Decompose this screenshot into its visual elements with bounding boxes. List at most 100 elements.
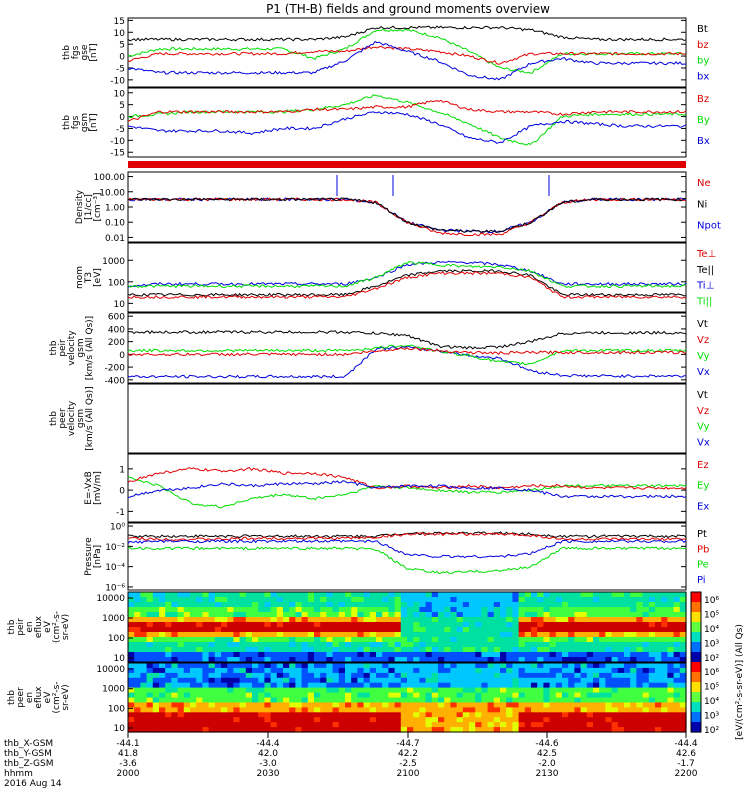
spec-cell [146,692,154,699]
spec-cell [196,707,203,713]
spec-cell [673,702,681,708]
spec-cell [568,682,575,689]
spec-cell [202,602,210,608]
spec-cell [376,667,383,674]
spec-cell [438,622,445,628]
spec-cell [524,712,532,718]
y-axis-label: peir [58,339,68,357]
spec-cell [363,707,371,713]
spec-cell [419,627,427,633]
spec-cell [146,602,154,608]
spec-cell [190,677,197,684]
spec-cell [245,682,253,689]
spec-cell [475,697,482,703]
spec-cell [400,687,408,694]
spec-cell [345,682,352,689]
spec-cell [239,592,247,598]
spec-cell [183,682,191,689]
spec-cell [233,697,241,703]
spec-cell [289,717,296,723]
spec-cell [388,697,396,703]
spec-cell [617,647,625,653]
spec-cell [549,607,557,613]
spec-cell [165,612,172,618]
spec-cell [549,657,557,663]
spec-cell [456,602,464,608]
spec-cell [301,727,309,733]
spec-cell [630,692,637,699]
spec-cell [171,627,179,633]
y-axis-label: [nT] [89,43,99,61]
spec-cell [506,652,513,658]
spec-cell [270,657,278,663]
spec-cell [345,647,352,653]
spec-cell [568,597,575,603]
spec-cell [152,642,160,648]
spec-cell [506,697,513,703]
spec-cell [140,612,148,618]
spec-cell [400,637,408,643]
spec-cell [239,657,247,663]
spec-cell [599,663,606,669]
spec-cell [611,642,619,648]
spec-cell [239,707,247,713]
spec-cell [580,712,588,718]
spec-cell [630,637,637,643]
spec-cell [543,717,551,723]
spec-cell [400,602,408,608]
y-axis-label: thb [7,619,17,634]
spec-cell [605,712,613,718]
spec-cell [450,663,458,669]
spec-cell [295,672,303,679]
spec-cell [128,707,135,713]
spec-cell [400,657,408,663]
spec-cell [208,667,216,674]
spec-cell [295,637,303,643]
spec-cell [642,692,650,699]
spec-cell [214,632,222,638]
spec-cell [146,627,154,633]
spec-cell [258,702,265,708]
spec-cell [196,672,203,679]
spec-cell [512,637,520,643]
spec-cell [617,617,625,623]
spec-cell [264,647,272,653]
spec-cell [493,612,501,618]
spec-cell [202,707,210,713]
spec-cell [190,602,197,608]
spec-cell [543,657,551,663]
spec-cell [369,717,377,723]
spec-cell [456,702,464,708]
spec-cell [648,687,656,694]
spec-cell [431,717,439,723]
spec-cell [388,622,396,628]
spec-cell [208,602,216,608]
spec-cell [221,592,228,598]
spec-cell [214,682,222,689]
spec-cell [531,692,538,699]
spec-cell [252,637,259,643]
spec-cell [388,597,396,603]
y-axis-label: [nPa] [93,545,103,568]
spec-cell [357,647,365,653]
spec-cell [159,707,166,713]
footer-value: -1.7 [677,759,695,769]
spec-cell [469,612,476,618]
spec-cell [487,712,495,718]
spec-cell [574,642,582,648]
spec-cell [611,647,619,653]
spec-cell [202,663,210,669]
spec-cell [388,632,396,638]
spec-cell [338,652,346,658]
spec-cell [642,707,650,713]
spec-cell [425,612,433,618]
spec-cell [493,727,501,733]
spec-cell [357,717,365,723]
spec-cell [605,607,613,613]
spec-cell [642,727,650,733]
spec-cell [326,697,334,703]
spec-cell [208,727,216,733]
spec-cell [146,712,154,718]
spec-cell [630,657,637,663]
